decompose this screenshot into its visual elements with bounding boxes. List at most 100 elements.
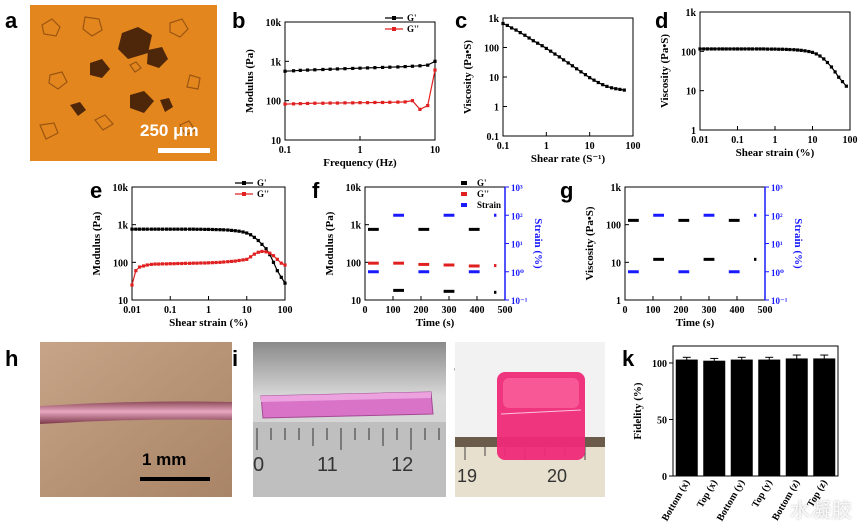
y-tick-label: 10k	[345, 183, 361, 194]
data-point	[380, 65, 385, 70]
x-tick-label: 1	[773, 135, 778, 146]
data-point	[570, 64, 575, 68]
y-axis-label: Modulus (Pa)	[91, 211, 103, 275]
x-tick-label: 400	[730, 305, 745, 316]
ruler-label-12: 12	[391, 454, 414, 476]
data-point	[168, 227, 172, 231]
data-point	[343, 67, 347, 71]
data-point	[268, 251, 272, 255]
chart-f: 0 100 200 300 400 500 10 100 1k 10k Time (s) Modulu…	[324, 178, 544, 329]
y-tick-label: 50	[657, 415, 667, 426]
data-point	[418, 107, 422, 111]
data-point	[510, 26, 514, 30]
y-tick-label: 1k	[350, 221, 361, 232]
data-point	[792, 48, 796, 52]
data-point	[351, 66, 355, 71]
data-point	[279, 261, 283, 265]
data-point	[149, 262, 153, 267]
y-tick-label: 10	[271, 136, 281, 147]
data-point	[245, 257, 249, 261]
data-point	[291, 102, 296, 106]
data-point	[321, 67, 325, 72]
x-tick-label: 0	[623, 305, 628, 316]
data-point	[328, 67, 332, 71]
data-point	[501, 21, 505, 26]
x-tick-label: 0.1	[497, 141, 510, 152]
panel-label-c: c	[455, 8, 468, 33]
plot-frame	[699, 11, 851, 131]
data-point	[596, 80, 600, 85]
x-tick-label: 1	[358, 145, 363, 156]
y2-tick-label: 10¹	[771, 240, 783, 250]
data-point	[403, 64, 407, 69]
x-tick-label: 100	[386, 305, 401, 316]
data-point	[592, 78, 596, 82]
x-tick-label: Top (y)	[750, 478, 775, 510]
data-point	[256, 250, 260, 254]
x-tick-label: Bottom (x)	[660, 478, 692, 523]
data-point	[248, 255, 253, 259]
y-tick-label: 1	[616, 296, 621, 307]
microscope-photo: 250 μm	[30, 5, 217, 161]
data-point	[275, 269, 279, 273]
data-point	[702, 47, 706, 51]
x-tick-label: 0.1	[279, 145, 292, 156]
y-tick-label: 1k	[685, 8, 696, 19]
series-line	[284, 60, 436, 72]
data-point	[153, 227, 157, 231]
legend-marker	[461, 192, 467, 196]
bar	[813, 358, 836, 476]
data-point	[241, 230, 245, 234]
data-point	[264, 250, 268, 254]
data-point	[713, 47, 717, 51]
data-point	[226, 260, 230, 264]
data-point	[335, 67, 340, 71]
x-axis-label: Frequency (Hz)	[323, 157, 397, 169]
panel-label-f: f	[312, 178, 320, 203]
data-point	[575, 67, 579, 71]
y2-tick-label: 10²	[771, 211, 783, 221]
panel-label-e: e	[90, 178, 103, 203]
data-point	[210, 261, 214, 265]
data-point	[765, 47, 770, 51]
data-point	[410, 64, 415, 68]
data-point	[176, 227, 180, 231]
data-point	[283, 69, 287, 73]
data-point	[199, 227, 203, 231]
data-point	[799, 48, 803, 52]
bar	[703, 360, 726, 476]
data-point	[614, 87, 618, 91]
data-point	[141, 227, 146, 231]
data-point	[157, 227, 161, 231]
series-line	[700, 48, 847, 87]
legend-label: G'	[477, 178, 487, 188]
data-point	[195, 261, 199, 265]
data-point	[505, 23, 509, 28]
data-point	[214, 260, 218, 265]
y-tick-label: 100	[484, 44, 499, 55]
legend-label: G''	[477, 189, 489, 199]
panel-label-g: g	[560, 178, 574, 203]
data-point	[717, 47, 721, 51]
data-point	[229, 228, 234, 232]
data-point	[145, 263, 149, 267]
data-point	[241, 258, 245, 262]
legend-marker	[392, 27, 396, 31]
x-tick-label: 400	[470, 305, 485, 316]
data-point	[351, 101, 355, 105]
data-point	[732, 47, 736, 51]
data-point	[544, 46, 548, 51]
data-point	[814, 52, 818, 56]
y-tick-label: 10k	[265, 18, 281, 29]
cube-image	[455, 342, 605, 497]
y-axis-label: Modulus (Pa)	[324, 211, 336, 275]
ruler-label-19: 19	[457, 466, 478, 486]
data-point	[622, 88, 626, 92]
data-point	[191, 261, 195, 265]
data-point	[203, 227, 207, 231]
data-point	[210, 227, 214, 232]
data-point	[145, 227, 149, 231]
x-tick-label: 0.01	[123, 305, 141, 316]
series-line	[284, 69, 436, 111]
y-axis-label: Viscosity (Pa•S)	[462, 40, 474, 114]
